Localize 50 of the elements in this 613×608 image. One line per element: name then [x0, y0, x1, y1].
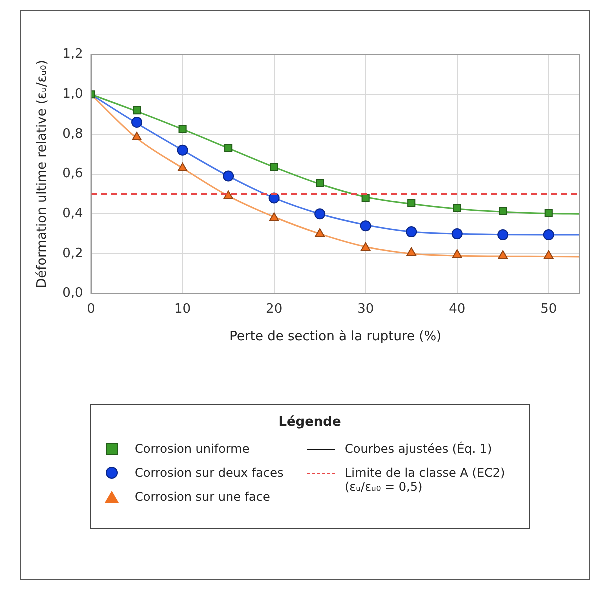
point	[314, 208, 326, 220]
point	[132, 117, 143, 128]
point	[224, 144, 233, 152]
y-tick-label: 0,4	[62, 206, 84, 222]
point	[543, 230, 554, 241]
point	[224, 190, 234, 200]
point	[499, 207, 508, 216]
point	[362, 194, 370, 202]
point	[178, 162, 188, 172]
point	[315, 228, 325, 238]
point	[223, 170, 234, 182]
point	[453, 204, 462, 212]
point	[270, 163, 278, 172]
y-tick-label: 0,8	[62, 126, 84, 142]
point	[498, 230, 509, 241]
point	[452, 249, 462, 258]
text: Courbes ajustées (Éq. 1)	[345, 442, 492, 456]
legend-label: Corrosion sur deux faces	[135, 466, 284, 480]
x-tick-label: 20	[266, 302, 283, 317]
point	[133, 106, 142, 115]
x-tick-label: 0	[87, 302, 96, 317]
point	[408, 199, 416, 208]
legend-label: Limite de la classe A (EC2) (εᵤ/εᵤ₀ = 0,5)	[345, 466, 506, 494]
y-tick-label: 0,6	[62, 166, 84, 182]
y-axis-title: Déformation ultime relative (εᵤ/εᵤ₀)	[35, 60, 50, 288]
point	[360, 220, 372, 232]
x-tick-label: 30	[358, 302, 374, 317]
point	[406, 247, 416, 256]
point	[316, 179, 324, 188]
x-tick-label: 10	[174, 302, 192, 317]
point	[177, 144, 188, 156]
x-tick-label: 50	[540, 302, 558, 317]
point	[132, 132, 142, 140]
point	[544, 209, 553, 218]
point	[361, 242, 371, 251]
point	[406, 226, 418, 238]
y-tick-label: 0,0	[62, 286, 84, 302]
legend-label: Corrosion sur une face	[135, 490, 270, 504]
y-tick-label: 0,2	[62, 246, 84, 262]
x-tick-label: 40	[449, 302, 466, 317]
legend-label: Corrosion uniforme	[135, 442, 250, 456]
point	[178, 125, 187, 134]
legend-title: Légende	[278, 415, 342, 430]
y-tick-label: 1,2	[62, 47, 84, 62]
point	[269, 212, 280, 222]
y-tick-label: 1,0	[62, 87, 84, 102]
point	[452, 228, 463, 240]
point	[498, 250, 508, 259]
x-axis-title: Perte de section à la rupture (%)	[230, 330, 442, 345]
point	[544, 250, 554, 259]
